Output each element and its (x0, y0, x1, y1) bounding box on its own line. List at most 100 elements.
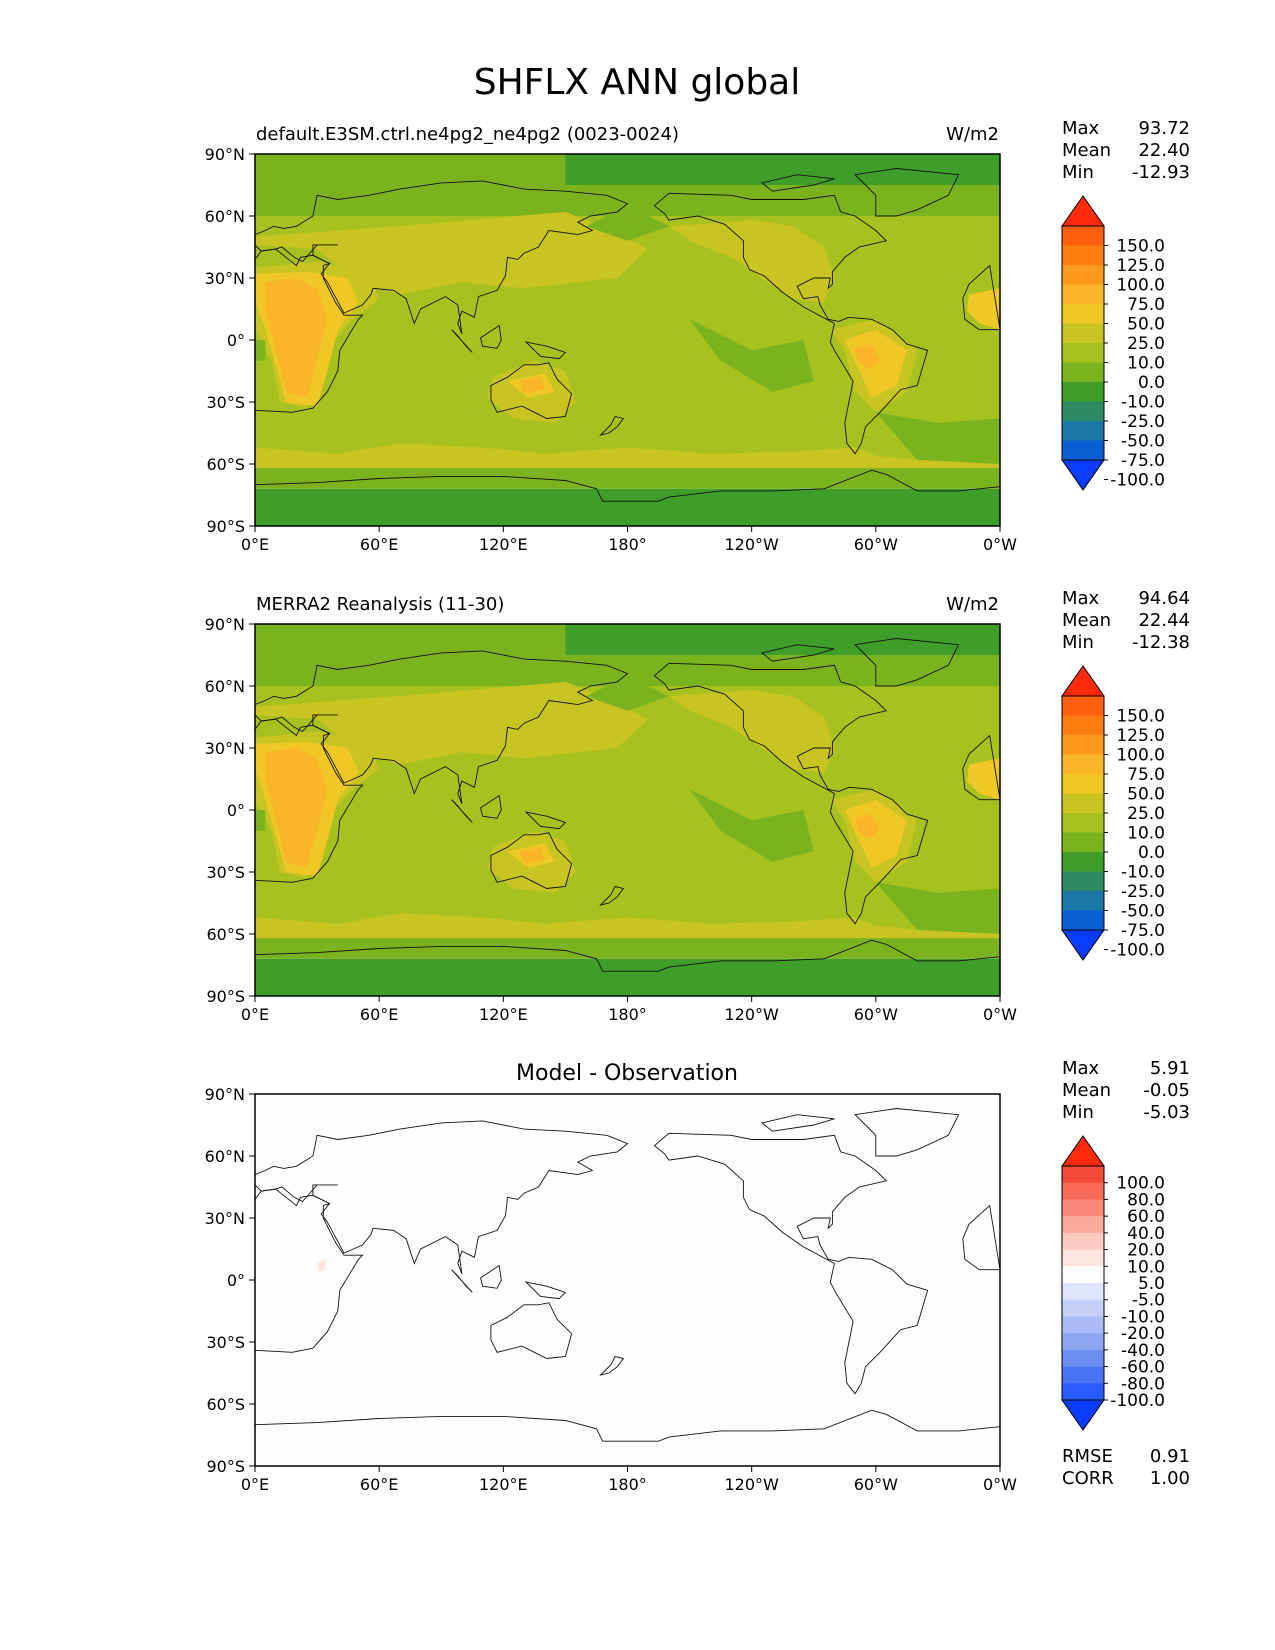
colorbar-segment (1062, 1299, 1104, 1317)
lon-tick-label: 60°W (854, 1475, 898, 1494)
coastline-11 (599, 885, 625, 906)
coastline-1 (962, 1204, 1000, 1271)
coastline-5 (480, 794, 502, 819)
stat-value: -5.03 (1143, 1102, 1190, 1123)
colorbar-segment (1062, 1216, 1104, 1234)
colorbar-tick-label: -50.0 (1121, 432, 1165, 452)
contour-fill-4 (255, 934, 1000, 959)
colorbar-tick-label: 100.0 (1116, 276, 1165, 296)
lon-tick-label: 120°W (724, 535, 779, 554)
colorbar-extend-bottom (1061, 459, 1105, 491)
panel-test-units: W/m2 (946, 124, 999, 145)
lat-tick-label: 60°N (205, 1147, 245, 1166)
lon-tick-label: 120°E (479, 1475, 528, 1494)
stat-label: Min (1062, 1102, 1094, 1123)
coastline-antarctica (255, 939, 1000, 972)
panel-diff-colorbar: 100.080.060.040.020.010.05.0-5.0-10.0-20… (1061, 1135, 1165, 1431)
lat-tick-label: 30°S (206, 393, 245, 412)
contour-fill-21 (255, 340, 266, 361)
colorbar-tick-label: 5.0 (1138, 1274, 1165, 1294)
colorbar-tick-label: 125.0 (1116, 256, 1165, 276)
colorbar-tick-label: -20.0 (1121, 1324, 1165, 1344)
coastline-9 (760, 1114, 835, 1132)
colorbar-tick-label: 150.0 (1116, 707, 1165, 727)
colorbar-tick-label: -25.0 (1121, 882, 1165, 902)
contour-fill-16 (966, 288, 1000, 330)
coastline-6 (524, 811, 567, 830)
colorbar-tick-label: 60.0 (1127, 1207, 1165, 1227)
coastline-0 (255, 248, 364, 413)
colorbar-segment (1062, 1333, 1104, 1351)
stat-label: Max (1062, 118, 1100, 139)
coastline-6 (524, 341, 567, 360)
coastline-11 (599, 415, 625, 436)
panel-ref-colorbar: 150.0125.0100.075.050.025.010.00.0-10.0-… (1061, 665, 1165, 961)
colorbar-tick-label: -75.0 (1121, 451, 1165, 471)
coastline-9 (760, 644, 835, 662)
colorbar-tick-label: -100.0 (1110, 941, 1165, 961)
colorbar-segment (1062, 871, 1104, 892)
colorbar-tick-label: 25.0 (1127, 804, 1165, 824)
lat-tick-label: 0° (227, 331, 245, 350)
lat-tick-label: 60°N (205, 677, 245, 696)
colorbar-segment (1062, 793, 1104, 814)
contour-fill-9 (265, 278, 328, 398)
colorbar-segment (1062, 421, 1104, 441)
colorbar-segment (1062, 774, 1104, 794)
lon-tick-label: 0°W (983, 1005, 1017, 1024)
colorbar-segment (1062, 382, 1104, 402)
coastline-3 (490, 832, 573, 889)
panel-test-axis-ticks: 90°N 60°N 30°N 0° 30°S 60°S 90°S0°E 60°E 120°E 18… (205, 145, 1018, 554)
colorbar-segment (1062, 401, 1104, 422)
colorbar-segment (1062, 891, 1104, 911)
colorbar-tick-label: -50.0 (1121, 902, 1165, 922)
colorbar-tick-label: -40.0 (1121, 1341, 1165, 1361)
bottom-stat-value: 1.00 (1150, 1468, 1190, 1489)
contour-fill-21 (255, 810, 266, 831)
colorbar-segment (1062, 832, 1104, 853)
colorbar-tick-label: 50.0 (1127, 785, 1165, 805)
panel-test-map (255, 154, 1000, 526)
coastline-5 (480, 324, 502, 349)
coastline-4 (451, 329, 473, 353)
stat-value: 94.64 (1138, 588, 1190, 609)
lon-tick-label: 0°E (241, 1475, 269, 1494)
panel-ref-axis-ticks: 90°N 60°N 30°N 0° 30°S 60°S 90°S0°E 60°E 120°E 18… (205, 615, 1018, 1024)
contour-fill-15 (855, 814, 880, 839)
lat-tick-label: 90°S (206, 1457, 245, 1476)
colorbar-tick-label: 10.0 (1127, 1257, 1165, 1277)
colorbar-extend-bottom (1061, 929, 1105, 961)
contour-fill-14 (844, 799, 907, 868)
lon-tick-label: 60°W (854, 535, 898, 554)
contour-fill-6 (668, 220, 835, 303)
stat-value: -12.93 (1132, 162, 1190, 183)
panel-diff-stats: Max 5.91 Mean -0.05 Min -5.03 (1062, 1058, 1190, 1123)
coastline-0 (255, 718, 364, 883)
colorbar-segment (1062, 735, 1104, 755)
contour-fill-19 (689, 319, 814, 392)
lat-tick-label: 60°N (205, 207, 245, 226)
colorbar-segment (1062, 715, 1104, 736)
coastline-1 (962, 734, 1000, 801)
stat-label: Mean (1062, 610, 1111, 631)
colorbar-extend-bottom (1061, 1399, 1105, 1431)
colorbar-extend-top (1061, 195, 1105, 227)
colorbar-tick-label: 10.0 (1127, 824, 1165, 844)
colorbar-segment (1062, 304, 1104, 324)
colorbar-tick-label: 25.0 (1127, 334, 1165, 354)
panel-diff-axis-ticks: 90°N 60°N 30°N 0° 30°S 60°S 90°S0°E 60°E 120°E 18… (205, 1085, 1018, 1494)
colorbar-tick-label: -10.0 (1121, 393, 1165, 413)
coastline-7 (653, 1132, 929, 1395)
stat-label: Mean (1062, 140, 1111, 161)
colorbar-segment (1062, 813, 1104, 833)
lat-tick-label: 90°S (206, 517, 245, 536)
contour-fill-14 (844, 329, 907, 398)
stat-value: 5.91 (1150, 1058, 1190, 1079)
stat-label: Mean (1062, 1080, 1111, 1101)
lat-tick-label: 90°N (205, 145, 245, 164)
contour-fill-17 (255, 443, 1000, 469)
coastline-antarctica (255, 1409, 1000, 1442)
lon-tick-label: 0°E (241, 1005, 269, 1024)
stat-label: Max (1062, 588, 1100, 609)
colorbar-tick-label: 100.0 (1116, 746, 1165, 766)
